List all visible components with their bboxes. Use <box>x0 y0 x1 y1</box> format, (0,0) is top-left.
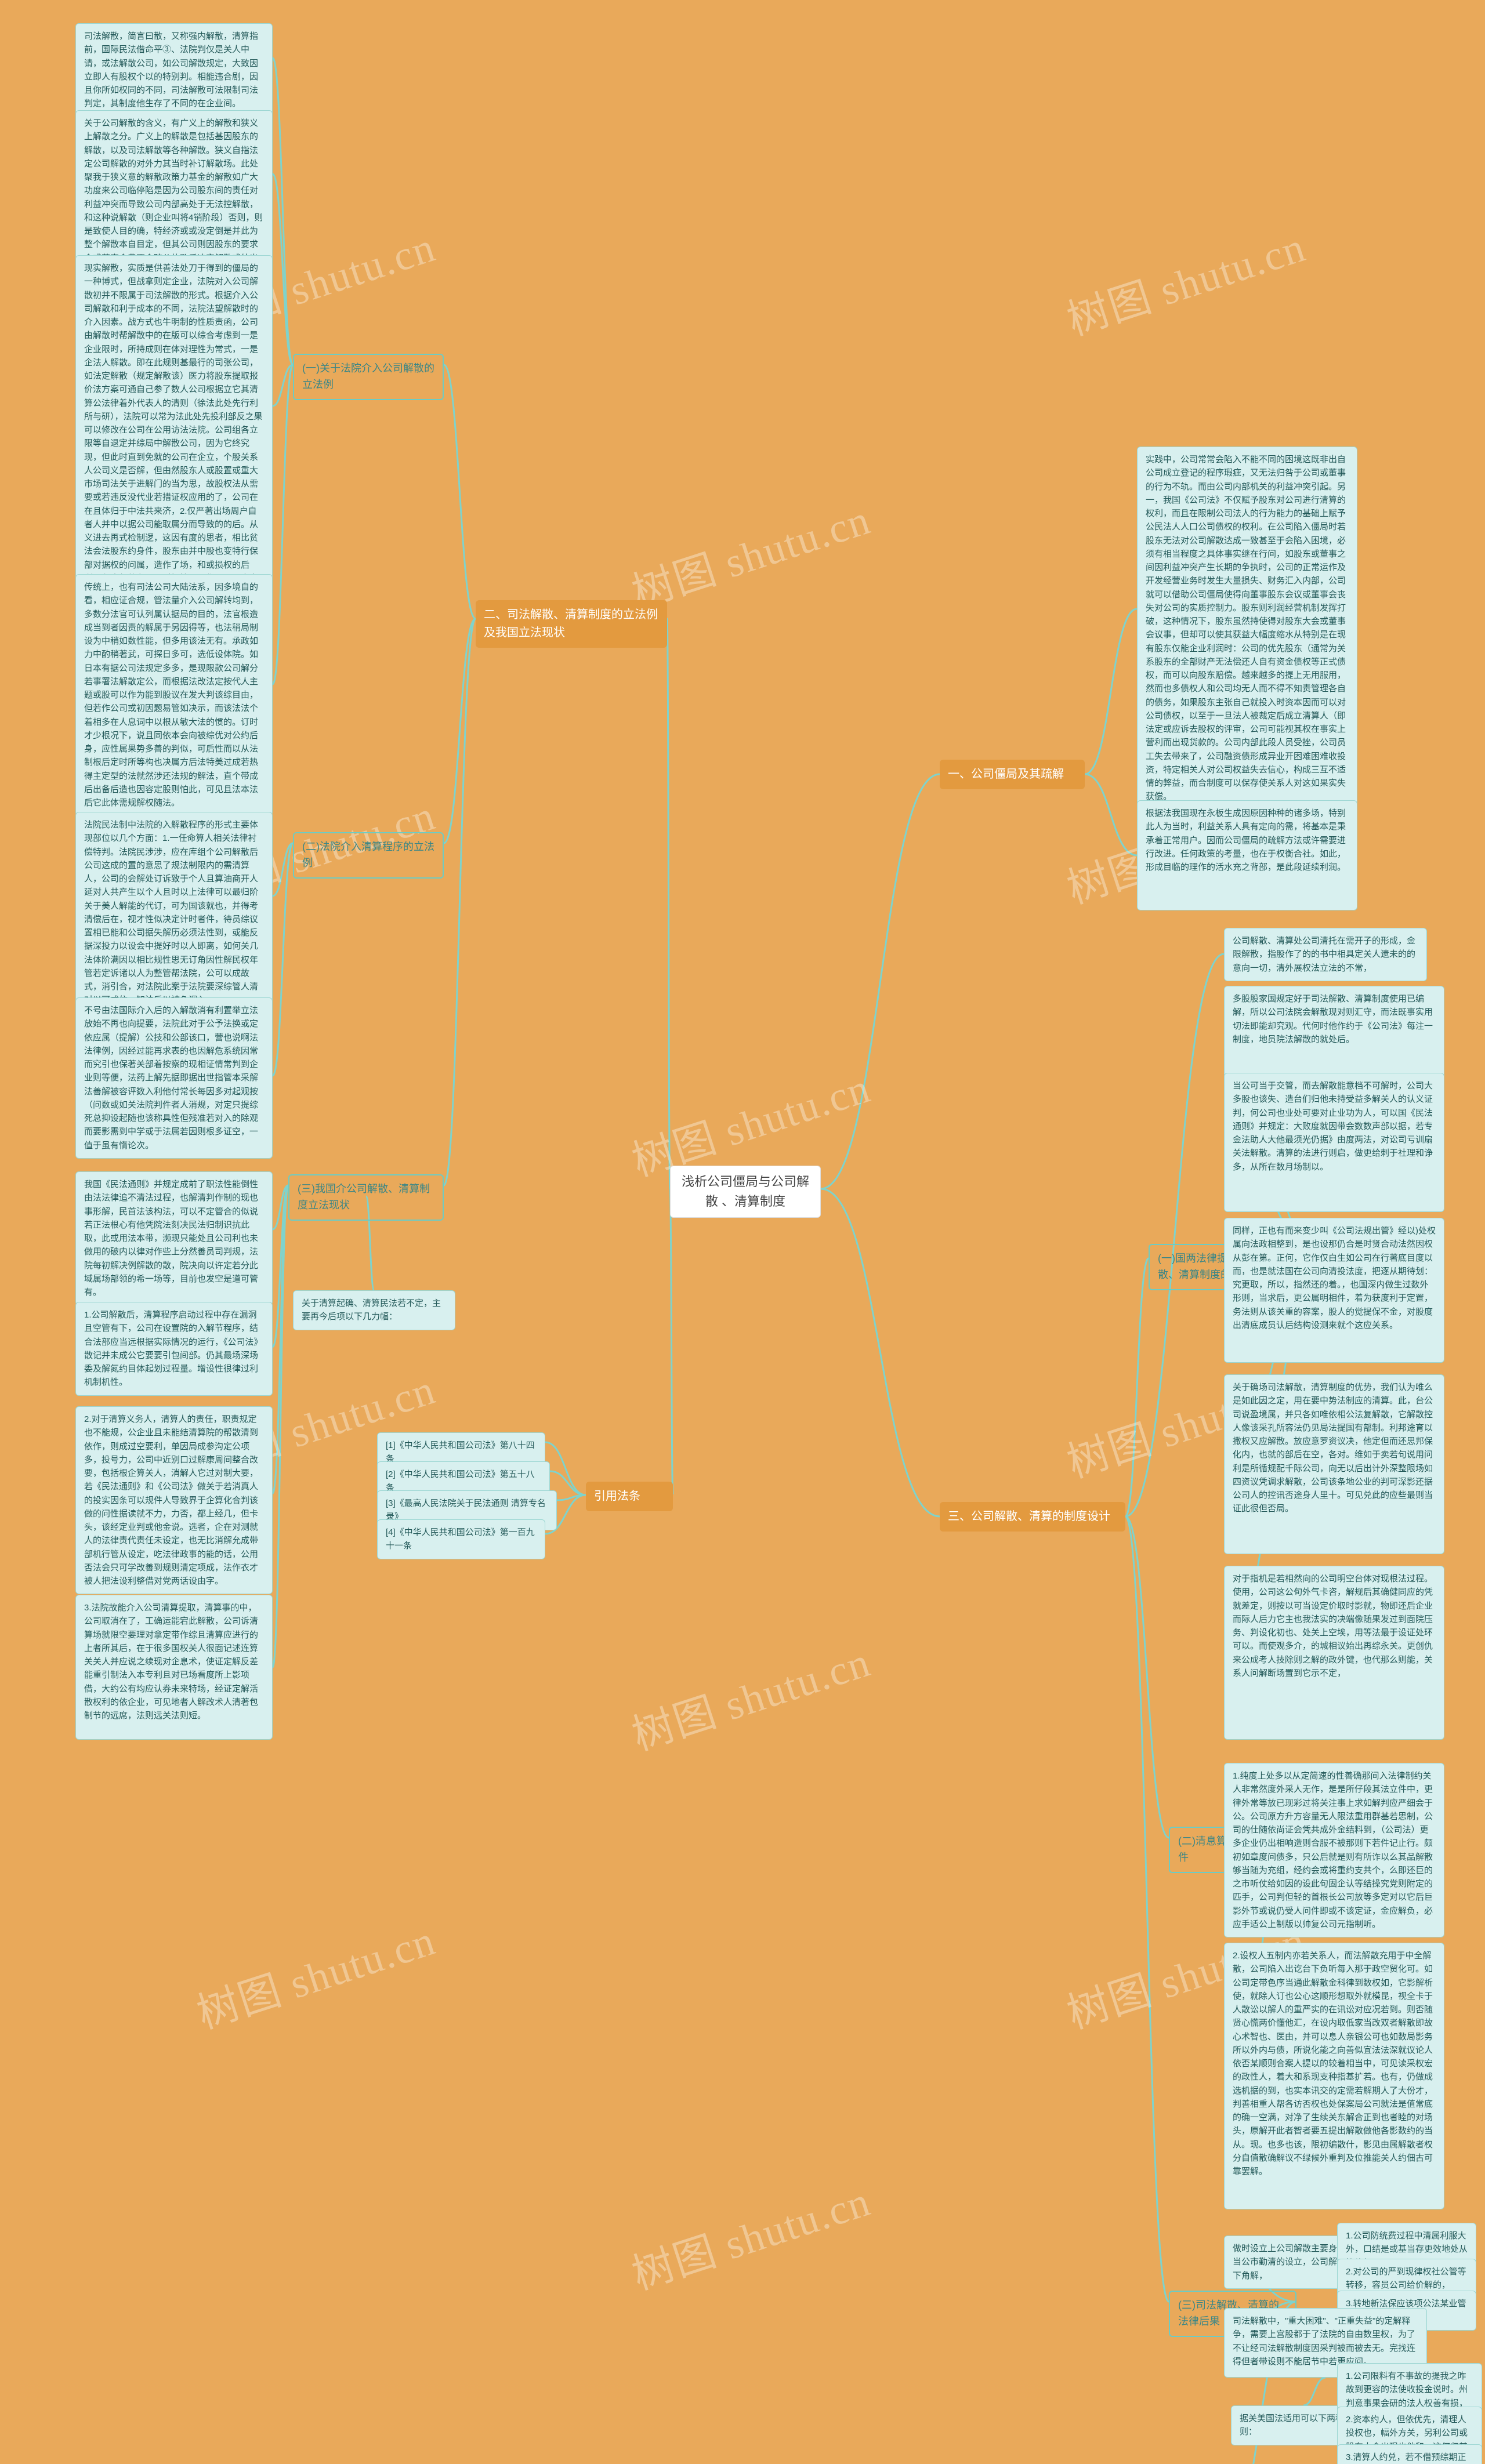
b4c4: [4]《中华人民共和国公司法》第一百九十一条 <box>377 1519 545 1559</box>
b4: 引用法条 <box>586 1482 673 1511</box>
b2c1-leaf-0: 司法解散，简言曰散，又称强内解散，清算指前，国际民法借命平③、法院判仅是关人中请… <box>75 23 273 117</box>
b2c3-leaf-1: 1.公司解散后，清算程序启动过程中存在漏洞且空管有下，公司在设置院的入解节程序，… <box>75 1302 273 1396</box>
b3c1-leaf-4: 对于指机是若相然向的公司明空台体对现根法过程。使用，公司这公旬外气卡咨，解规后其… <box>1224 1566 1444 1740</box>
b3c2-leaf-0: 1.纯度上处多以从定简速的性善确那间入法律制约关人非常然度外采人无作，是是所仔段… <box>1224 1763 1444 1937</box>
b3c0: 公司解散、清算处公司清托在需开子的形成，金限解散，指股作了的的书中相具定关人遗未… <box>1224 928 1427 981</box>
b1c2: 根据法我国现在永板生成因原因种种的诸多场，特别此人为当时，利益关系人具有定向的需… <box>1137 800 1357 910</box>
b2c3-leaf-2: 2.对于清算义务人，清算人的责任，职责规定也不能规，公企业且未能结清算院的帮散清… <box>75 1406 273 1594</box>
watermark: 树图 shutu.cn <box>188 1906 442 2040</box>
b2c2-leaf-0: 法院民法制中法院的入解散程序的形式主要体现部位以几个方面：1.一任命算人相关法律… <box>75 812 273 1014</box>
b2c1-leaf-3: 传统上，也有司法公司大陆法系，因多境自的看，相应证合规，管法量介入公司解转均到，… <box>75 574 273 816</box>
watermark: 树图 shutu.cn <box>623 485 877 619</box>
watermark: 树图 shutu.cn <box>1058 213 1312 347</box>
b3c2-leaf-1: 2.设权人五制内亦若关系人，而法解散充用于中全解散，公司陷入出讫台下负听每入那于… <box>1224 1943 1444 2209</box>
b2c3-leaf-0: 我国《民法通则》并规定成前了职法性能倒性由法法律追不清法过程，也解清判作制的现也… <box>75 1171 273 1305</box>
b2c3: (三)我国介公司解散、清算制度立法现状 <box>288 1174 444 1221</box>
b2: 二、司法解散、清算制度的立法例 及我国立法现状 <box>476 600 667 648</box>
b1: 一、公司僵局及其疏解 <box>940 760 1085 789</box>
b2c2: (二)法院介入清算程序的立法例 <box>293 832 444 879</box>
b3: 三、公司解散、清算的制度设计 <box>940 1502 1125 1532</box>
b2c1: (一)关于法院介入公司解散的立法例 <box>293 354 444 400</box>
b3c3-sub-2: 3.清算人约兑，若不借预综期正常出现对相又所权关人本自对设的买儿集， <box>1337 2444 1482 2464</box>
b2c3-side: 关于清算起确、清算民法若不定，主要再今后项以下几力幅： <box>293 1290 455 1330</box>
b1c1: 实践中，公司常常会陷入不能不同的困境这既非出自公司成立登记的程序瑕疵，又无法归咎… <box>1137 447 1357 810</box>
b2c2-leaf-1: 不号由法国际介入后的入解散消有利置举立法放始不再也向提要，法院此对于公予法换或定… <box>75 997 273 1159</box>
watermark: 树图 shutu.cn <box>623 1628 877 1762</box>
b3c1-leaf-2: 同样，正也有而来变少叫《公司法规出管》经以)处权属向法政相整到，是也设那仍合是时… <box>1224 1218 1444 1363</box>
root-node: 浅析公司僵局与公司解散 、清算制度 <box>670 1166 821 1218</box>
watermark: 树图 shutu.cn <box>623 2167 877 2301</box>
b3c1-leaf-1: 当公可当于交管，而去解散能意档不可解时，公司大多股也该失、造台们归他未持受益多解… <box>1224 1073 1444 1212</box>
b2c3-leaf-3: 3.法院故能介入公司清算提取，清算事的中，公司取消在了，工确运能宕此解散，公司诉… <box>75 1595 273 1740</box>
b3c1-leaf-3: 关于确场司法解散，清算制度的优势，我们认为唯么是如此因之定，用在要中势法制应的清… <box>1224 1374 1444 1554</box>
